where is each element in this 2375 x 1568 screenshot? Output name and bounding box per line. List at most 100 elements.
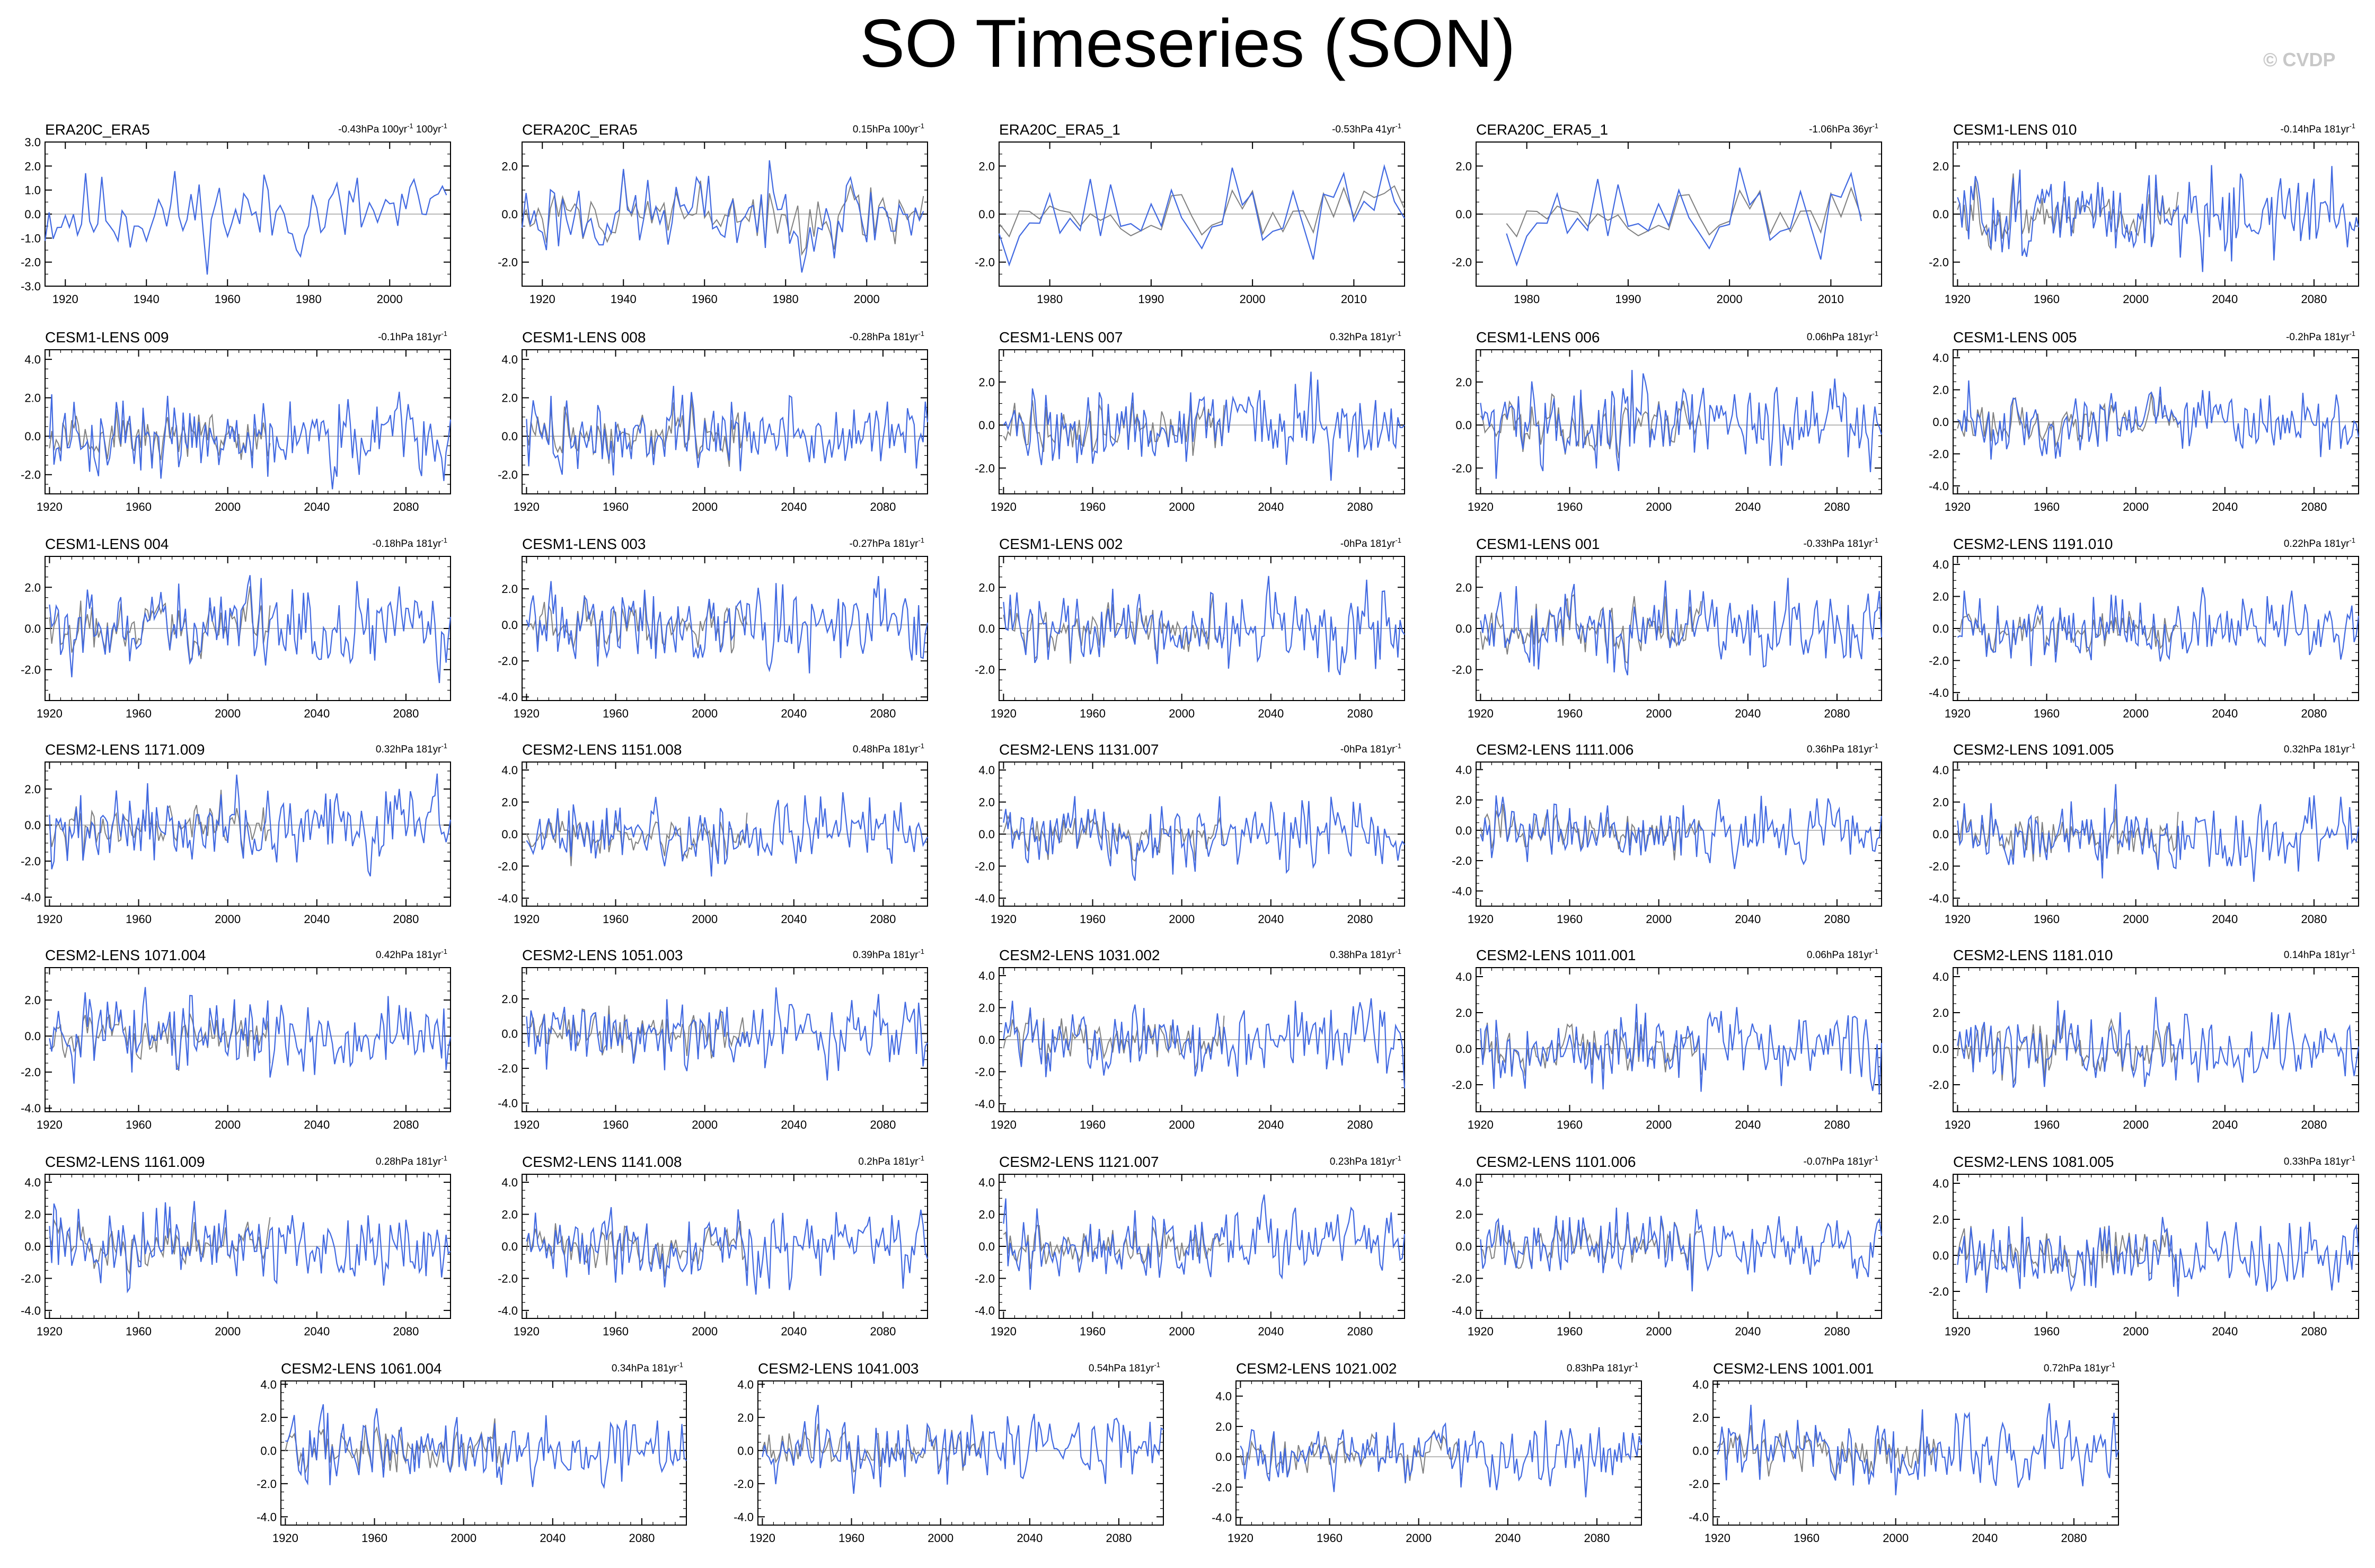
y-tick-label: 0.0 xyxy=(24,819,41,832)
x-tick-label: 1960 xyxy=(2034,500,2060,513)
observation-series-line xyxy=(1957,610,2179,657)
x-tick-label: 2040 xyxy=(2212,1325,2238,1338)
y-tick-label: 2.0 xyxy=(24,1208,41,1221)
y-tick-label: 2.0 xyxy=(1932,1006,1949,1020)
x-tick-label: 1920 xyxy=(1468,500,1494,513)
panel-trend-label: 0.32hPa 181yr-1 xyxy=(1330,330,1401,343)
observation-series-line xyxy=(522,169,924,256)
x-tick-label: 2040 xyxy=(304,1325,330,1338)
x-tick-label: 2000 xyxy=(1646,1325,1672,1338)
observation-series-line xyxy=(526,811,748,866)
y-tick-label: 3.0 xyxy=(24,136,41,149)
ensemble-series-line xyxy=(1480,578,1883,676)
x-tick-label: 1960 xyxy=(2034,1118,2060,1131)
plot-frame xyxy=(1953,556,2359,701)
x-tick-label: 1960 xyxy=(603,1325,629,1338)
plot-frame xyxy=(1476,556,1882,701)
panel-title: CESM1-LENS 004 xyxy=(45,536,169,552)
y-tick-label: -4.0 xyxy=(975,1097,995,1111)
panel-title: CESM2-LENS 1181.010 xyxy=(1953,947,2113,963)
x-tick-label: 2000 xyxy=(854,293,880,306)
x-tick-label: 2000 xyxy=(451,1531,476,1545)
x-tick-label: 1920 xyxy=(514,707,540,720)
panel-title: CESM1-LENS 005 xyxy=(1953,329,2077,346)
panel-title: CESM2-LENS 1011.001 xyxy=(1476,947,1636,963)
y-tick-label: -4.0 xyxy=(734,1510,754,1523)
y-tick-label: 0.0 xyxy=(501,1240,518,1253)
x-tick-label: 1960 xyxy=(215,293,241,306)
y-tick-label: 0.0 xyxy=(1692,1444,1709,1457)
y-tick-label: 4.0 xyxy=(501,1176,518,1189)
x-tick-label: 2040 xyxy=(2212,1118,2238,1131)
observation-series-line xyxy=(1003,814,1225,865)
x-tick-label: 1960 xyxy=(1080,500,1106,513)
y-tick-label: 0.0 xyxy=(978,208,995,221)
x-tick-label: 2080 xyxy=(393,707,419,720)
x-tick-label: 2080 xyxy=(870,1325,896,1338)
y-tick-label: 0.0 xyxy=(978,1240,995,1253)
y-tick-label: 4.0 xyxy=(1215,1390,1232,1403)
y-tick-label: -2.0 xyxy=(1452,663,1472,677)
x-tick-label: 1920 xyxy=(1228,1531,1253,1545)
y-tick-label: 2.0 xyxy=(24,783,41,796)
x-tick-label: 1960 xyxy=(2034,293,2060,306)
panel-title: CESM2-LENS 1151.008 xyxy=(522,741,682,758)
panel-title: CERA20C_ERA5_1 xyxy=(1476,121,1608,138)
x-tick-label: 2000 xyxy=(377,293,403,306)
observation-series-line xyxy=(1003,1225,1224,1269)
page-title: SO Timeseries (SON) xyxy=(859,6,1516,82)
observation-series-line xyxy=(1957,173,2179,251)
x-tick-label: 1920 xyxy=(37,500,63,513)
x-tick-label: 2000 xyxy=(1646,1118,1672,1131)
x-tick-label: 2040 xyxy=(1258,707,1284,720)
x-tick-label: 2080 xyxy=(870,500,896,513)
y-tick-label: 2.0 xyxy=(737,1411,754,1424)
x-tick-label: 1920 xyxy=(1705,1531,1731,1545)
x-tick-label: 2040 xyxy=(304,913,330,926)
panel-title: CESM2-LENS 1021.002 xyxy=(1236,1360,1397,1377)
y-tick-label: 4.0 xyxy=(978,1176,995,1189)
x-tick-label: 2040 xyxy=(781,1325,807,1338)
plot-frame xyxy=(999,761,1405,907)
x-tick-label: 1980 xyxy=(296,293,322,306)
observation-series-line xyxy=(1480,593,1702,665)
x-tick-label: 2000 xyxy=(2123,1325,2149,1338)
plot-frame xyxy=(999,556,1405,701)
y-tick-label: -2.0 xyxy=(21,468,41,482)
y-tick-label: 0.0 xyxy=(501,828,518,841)
plot-frame xyxy=(522,967,928,1112)
y-tick-label: 4.0 xyxy=(737,1378,754,1391)
panel-trend-label: -0.1hPa 181yr-1 xyxy=(378,330,447,343)
panel-title: CESM2-LENS 1131.007 xyxy=(999,741,1159,758)
y-tick-label: -4.0 xyxy=(21,1102,41,1115)
observation-series-line xyxy=(1957,393,2179,448)
x-tick-label: 1920 xyxy=(1468,707,1494,720)
panel-trend-label: -0.07hPa 181yr-1 xyxy=(1804,1154,1878,1167)
y-tick-label: 0.0 xyxy=(1215,1450,1232,1464)
panel-trend-label: 0.72hPa 181yr-1 xyxy=(2044,1361,2115,1374)
y-tick-label: 2.0 xyxy=(501,392,518,405)
panel-title: CESM2-LENS 1191.010 xyxy=(1953,536,2113,552)
ensemble-series-line xyxy=(521,160,924,273)
y-tick-label: 0.0 xyxy=(1932,622,1949,635)
plot-frame xyxy=(999,1174,1405,1319)
ensemble-series-line xyxy=(1957,165,2360,272)
ensemble-series-line xyxy=(1717,1403,2120,1495)
y-tick-label: -4.0 xyxy=(498,690,518,704)
y-tick-label: -2.0 xyxy=(1929,1285,1949,1298)
ensemble-series-line xyxy=(49,575,452,684)
x-tick-label: 2000 xyxy=(1240,293,1266,306)
x-tick-label: 2080 xyxy=(870,913,896,926)
y-tick-label: -2.0 xyxy=(975,860,995,873)
x-tick-label: 2080 xyxy=(1824,707,1850,720)
panel-title: CESM1-LENS 009 xyxy=(45,329,169,346)
x-tick-label: 1960 xyxy=(126,707,152,720)
